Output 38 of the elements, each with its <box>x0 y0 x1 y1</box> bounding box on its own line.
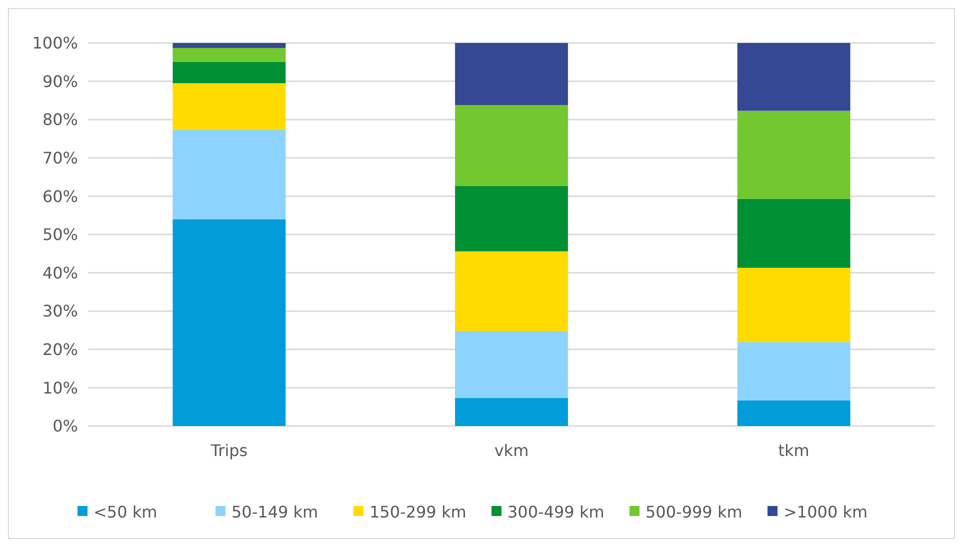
x-tick-label: vkm <box>494 441 529 460</box>
y-tick-label: 0% <box>52 416 78 436</box>
bar <box>737 198 850 268</box>
x-tick-label: tkm <box>778 441 810 460</box>
y-tick-label: 90% <box>42 72 78 91</box>
y-tick-label: 20% <box>42 340 78 359</box>
y-tick-label: 100% <box>32 34 78 53</box>
y-tick-label: 70% <box>42 148 78 168</box>
y-tick-label: 40% <box>42 263 78 282</box>
legend-label: 50-149 km <box>232 502 318 522</box>
bar <box>172 48 286 62</box>
legend-label: 300-499 km <box>508 502 604 522</box>
y-tick-label: 80% <box>42 110 78 130</box>
bar <box>455 105 568 186</box>
bar <box>737 43 850 111</box>
legend-label: <50 km <box>94 502 158 522</box>
bar <box>455 398 568 426</box>
x-tick-label: Trips <box>210 441 248 460</box>
bar <box>737 400 850 426</box>
y-tick-label: 60% <box>42 186 78 206</box>
bar <box>172 62 286 84</box>
bar <box>737 268 850 342</box>
bar <box>455 251 568 332</box>
y-tick-label: 30% <box>42 302 78 321</box>
legend-label: 150-299 km <box>370 502 466 522</box>
bar <box>737 110 850 199</box>
bar <box>737 342 850 400</box>
legend-label: >1000 km <box>784 502 868 522</box>
bar <box>455 43 568 106</box>
y-tick-label: 50% <box>42 225 78 244</box>
bar <box>172 219 286 426</box>
bar <box>455 186 568 252</box>
bar <box>172 83 286 130</box>
bar <box>455 331 568 398</box>
legend-label: 500-999 km <box>646 502 742 522</box>
y-tick-label: 10% <box>42 378 78 398</box>
bar <box>172 43 286 48</box>
bar <box>172 130 286 220</box>
